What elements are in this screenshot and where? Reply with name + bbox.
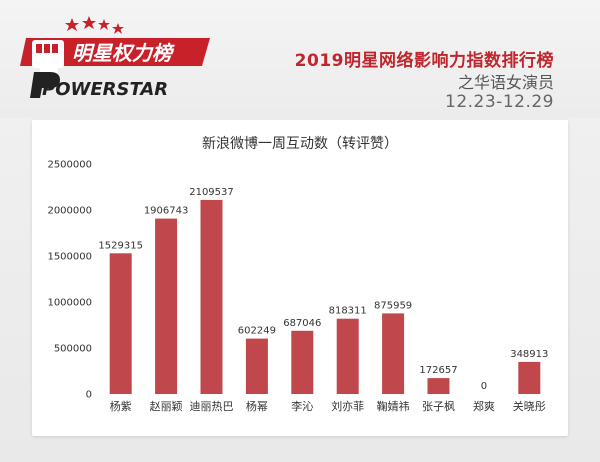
- category-label: 刘亦菲: [331, 399, 364, 413]
- y-tick-label: 2500000: [47, 160, 92, 171]
- bar-chart: 新浪微博一周互动数（转评赞） 0 500000 1000000 1500000 2000…: [47, 135, 548, 413]
- category-label: 杨紫: [110, 399, 132, 413]
- data-label: 1529315: [98, 240, 143, 251]
- chart-card: 新浪微博一周互动数（转评赞） 0 500000 1000000 1500000 2000…: [32, 120, 568, 436]
- bar: [200, 199, 223, 394]
- chart-title: 新浪微博一周互动数（转评赞）: [202, 135, 398, 152]
- data-label: 602249: [238, 326, 276, 337]
- star-icon: [65, 18, 79, 31]
- bar: [382, 313, 405, 394]
- data-label: 2109537: [189, 187, 234, 198]
- data-label: 0: [481, 381, 487, 392]
- star-icon: [112, 23, 124, 34]
- data-label: 348913: [510, 349, 548, 360]
- bar: [291, 330, 314, 394]
- y-tick-label: 2000000: [47, 206, 92, 217]
- y-tick-label: 1500000: [47, 252, 92, 263]
- data-label: 1906743: [144, 206, 189, 217]
- bar: [518, 361, 541, 394]
- powerstar-logo: 明星权力榜 POWERSTAR: [20, 16, 220, 102]
- bars-group: [109, 199, 541, 394]
- category-label: 杨幂: [246, 399, 268, 413]
- data-label: 687046: [283, 318, 321, 329]
- star-icon: [98, 19, 110, 30]
- category-label: 赵丽颖: [150, 399, 183, 413]
- bar: [336, 318, 359, 394]
- bar: [245, 338, 268, 394]
- category-label: 关晓彤: [513, 399, 546, 413]
- data-label: 172657: [419, 365, 457, 376]
- logo-badge: [20, 38, 210, 66]
- page-subtitle: 之华语女演员: [457, 73, 554, 92]
- category-label: 迪丽热巴: [190, 400, 234, 413]
- logo-en-text: POWERSTAR: [42, 79, 168, 100]
- page-title: 2019明星网络影响力指数排行榜: [294, 51, 554, 71]
- bar: [109, 253, 132, 394]
- category-label: 鞠婧祎: [377, 399, 410, 413]
- category-label: 李沁: [291, 399, 313, 413]
- bar: [427, 378, 450, 394]
- category-label: 郑爽: [473, 399, 495, 413]
- y-tick-label: 500000: [54, 344, 92, 355]
- category-labels-group: 杨紫 赵丽颖 迪丽热巴 杨幂 李沁 刘亦菲 鞠婧祎 张子枫 郑爽 关晓彤: [110, 399, 546, 413]
- data-label: 875959: [374, 300, 412, 311]
- y-tick-label: 1000000: [47, 298, 92, 309]
- date-range: 12.23-12.29: [445, 92, 554, 112]
- logo-cn-text: 明星权力榜: [72, 41, 175, 65]
- data-label: 818311: [329, 306, 367, 317]
- category-label: 张子枫: [422, 399, 455, 413]
- star-icon: [82, 16, 96, 29]
- bar: [155, 218, 178, 394]
- y-axis: 0 500000 1000000 1500000 2000000 2500000: [47, 160, 92, 401]
- y-tick-label: 0: [86, 390, 92, 401]
